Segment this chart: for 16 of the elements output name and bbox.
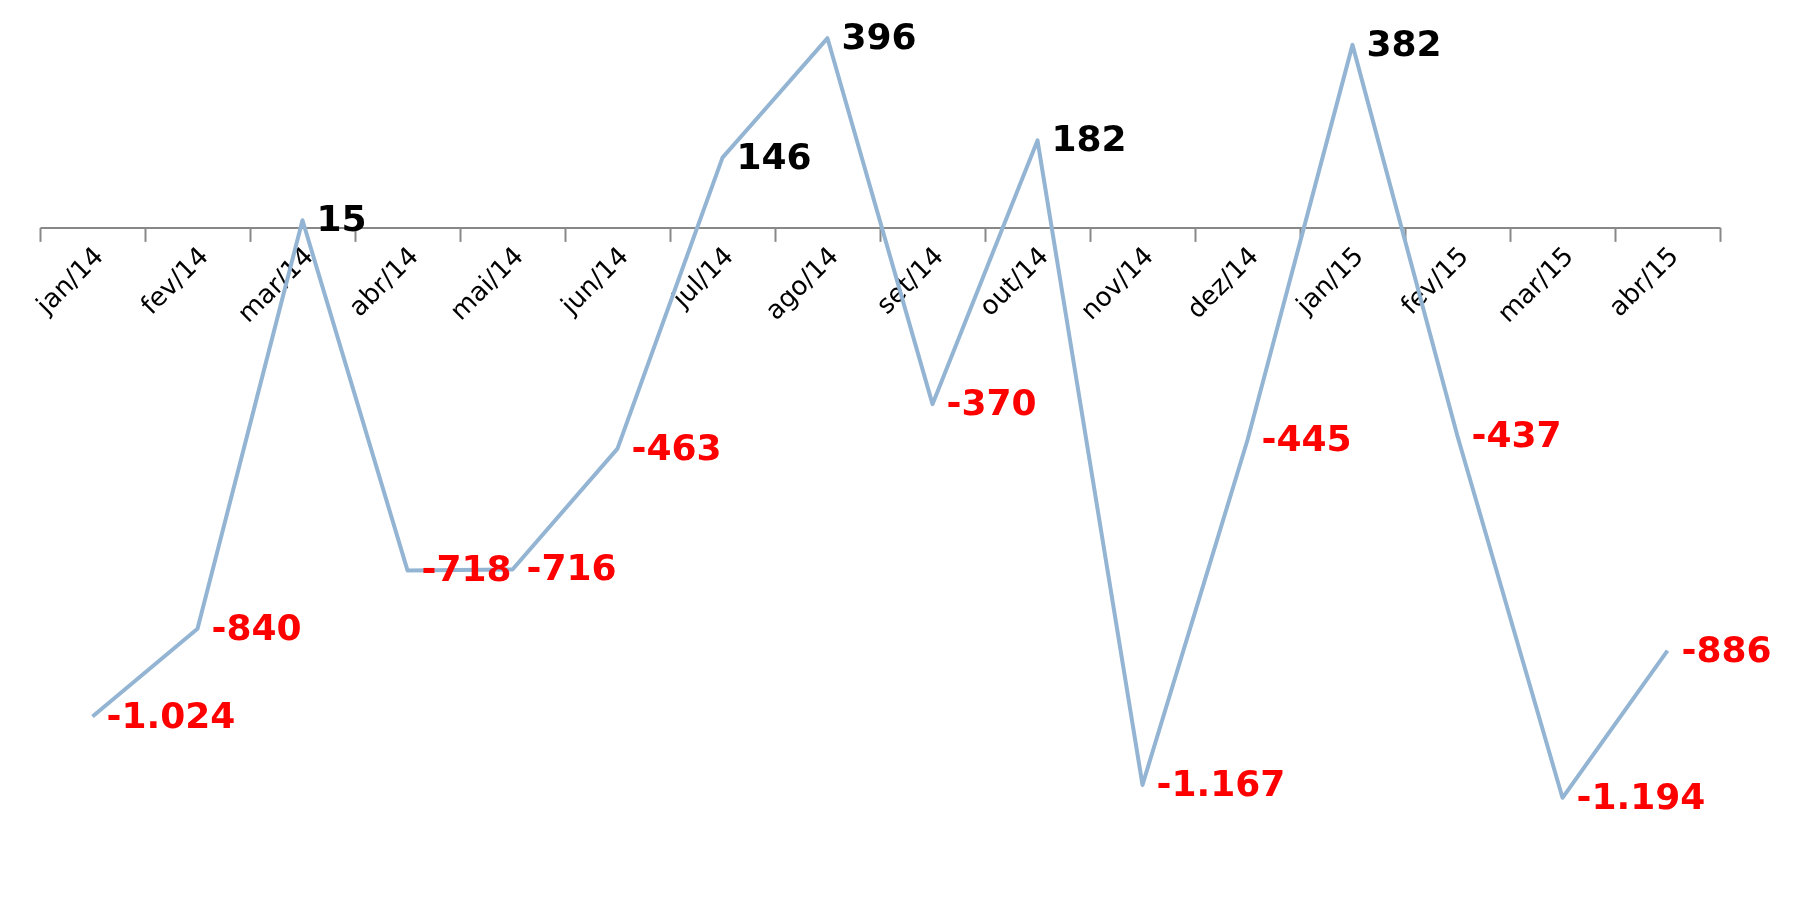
data-label: -370: [946, 382, 1037, 424]
data-label: 15: [316, 198, 367, 240]
data-label: -437: [1471, 414, 1562, 456]
data-label: 396: [841, 16, 917, 58]
data-label: -1.024: [106, 694, 236, 736]
data-label: -445: [1261, 417, 1352, 459]
data-label: 146: [736, 135, 812, 177]
data-label: 382: [1366, 22, 1442, 64]
data-label: -1.194: [1576, 775, 1706, 817]
data-label: -840: [211, 606, 302, 648]
data-label: -718: [421, 548, 512, 590]
data-label: -1.167: [1156, 762, 1286, 804]
data-label: -886: [1681, 628, 1772, 670]
data-label: 182: [1051, 118, 1127, 160]
data-label: -463: [631, 426, 722, 468]
data-label: -716: [526, 547, 617, 589]
